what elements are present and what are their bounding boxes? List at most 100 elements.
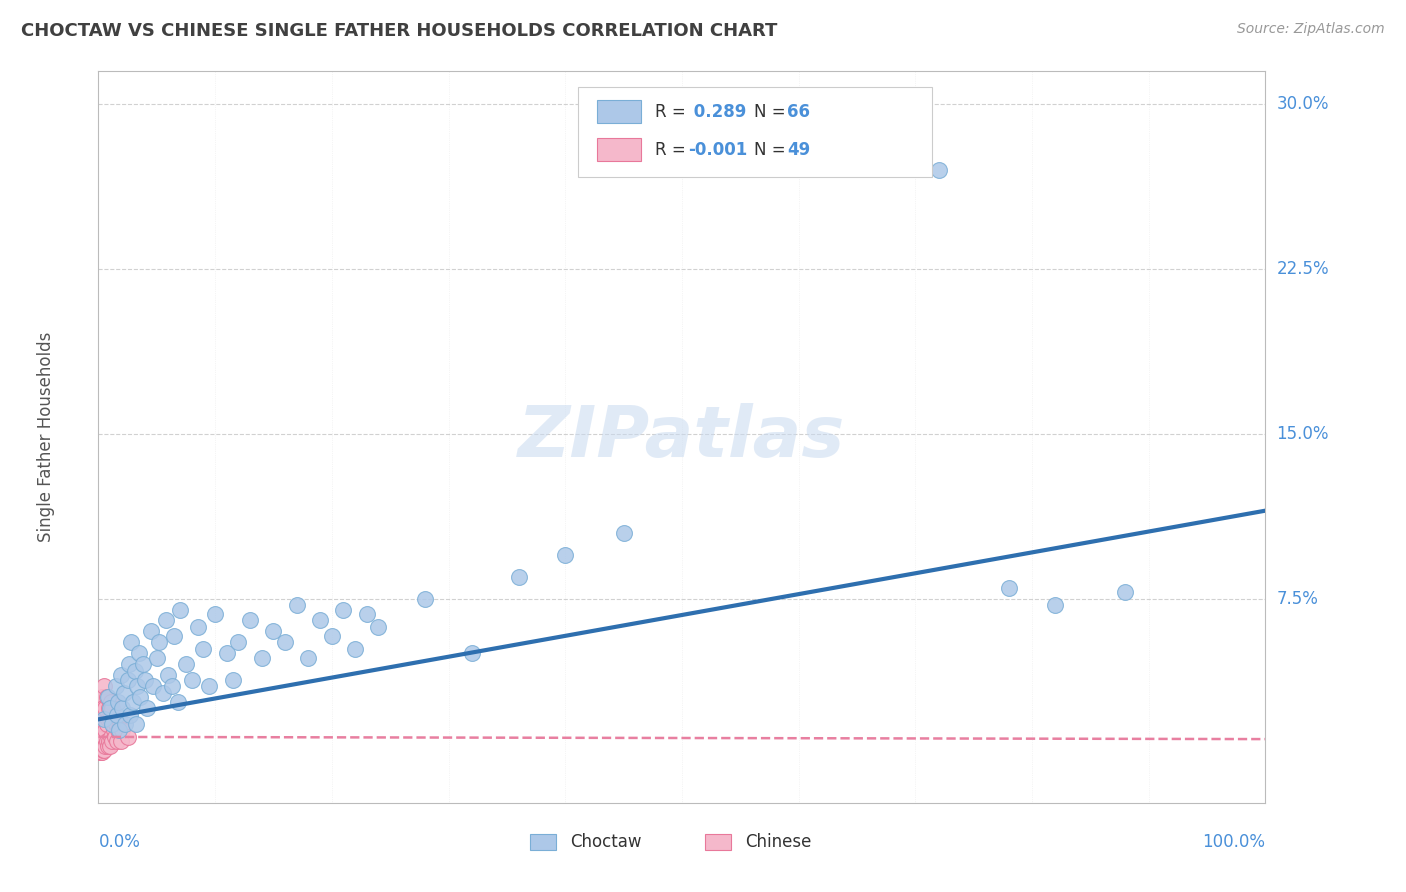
Point [91, 701, 114, 715]
Point [134, 673, 156, 687]
Point [117, 673, 139, 687]
Point [93, 716, 115, 731]
Point [108, 723, 131, 738]
Point [136, 701, 159, 715]
Point [90, 739, 112, 753]
Point [91, 743, 114, 757]
Point [110, 668, 132, 682]
Point [93, 730, 115, 744]
Point [105, 708, 128, 723]
Point [413, 591, 436, 606]
Point [118, 708, 141, 723]
Point [90, 716, 112, 731]
Point [90, 690, 112, 705]
Point [344, 642, 367, 657]
Point [90, 734, 112, 748]
Point [928, 163, 950, 178]
Point [180, 673, 202, 687]
Point [90, 723, 112, 738]
Point [285, 598, 308, 612]
Text: ZIPatlas: ZIPatlas [519, 402, 845, 472]
Text: Choctaw: Choctaw [569, 833, 641, 851]
Point [100, 695, 122, 709]
Point [142, 679, 165, 693]
Point [89, 745, 111, 759]
Point [104, 730, 127, 744]
Text: CHOCTAW VS CHINESE SINGLE FATHER HOUSEHOLDS CORRELATION CHART: CHOCTAW VS CHINESE SINGLE FATHER HOUSEHO… [21, 22, 778, 40]
Point [139, 624, 162, 639]
Text: N =: N = [754, 103, 792, 120]
Point [97, 701, 120, 715]
Point [101, 701, 124, 715]
Point [97, 712, 120, 726]
Point [120, 635, 142, 649]
Point [128, 647, 150, 661]
Point [117, 730, 139, 744]
Point [93, 712, 115, 726]
Point [160, 679, 183, 693]
Point [997, 581, 1019, 595]
Point [132, 657, 155, 672]
Point [114, 716, 136, 731]
Text: 0.0%: 0.0% [98, 833, 141, 851]
Point [356, 607, 378, 621]
Point [250, 650, 273, 665]
Bar [706, 834, 731, 850]
Point [93, 679, 115, 693]
Point [321, 629, 343, 643]
Point [104, 716, 127, 731]
Text: 22.5%: 22.5% [1277, 260, 1329, 278]
Point [125, 679, 148, 693]
Text: Source: ZipAtlas.com: Source: ZipAtlas.com [1237, 22, 1385, 37]
Point [125, 716, 148, 731]
Point [198, 679, 221, 693]
Point [98, 701, 121, 715]
Point [332, 602, 354, 616]
Point [124, 664, 146, 678]
Point [1114, 585, 1136, 599]
Point [97, 734, 120, 748]
Point [105, 734, 128, 748]
Text: 66: 66 [787, 103, 810, 120]
Point [274, 635, 297, 649]
Point [107, 723, 129, 738]
Point [163, 629, 186, 643]
Point [94, 723, 117, 738]
Point [262, 624, 284, 639]
Point [204, 607, 226, 621]
Point [228, 635, 250, 649]
Point [101, 716, 124, 731]
Text: 49: 49 [787, 141, 810, 159]
Point [554, 548, 576, 562]
Point [89, 730, 111, 744]
Bar [596, 100, 641, 123]
Text: 7.5%: 7.5% [1277, 590, 1319, 607]
Point [103, 723, 125, 738]
Point [97, 739, 120, 753]
Point [118, 657, 141, 672]
Point [297, 650, 319, 665]
Point [187, 620, 209, 634]
Point [122, 695, 145, 709]
Bar [530, 834, 555, 850]
Point [94, 701, 117, 715]
Point [174, 657, 197, 672]
Point [98, 712, 121, 726]
Point [90, 701, 112, 715]
Point [221, 673, 243, 687]
Point [93, 743, 115, 757]
Point [89, 734, 111, 748]
Point [166, 695, 188, 709]
Text: N =: N = [754, 141, 792, 159]
Point [90, 734, 112, 748]
Bar [596, 138, 641, 161]
Text: 100.0%: 100.0% [1202, 833, 1265, 851]
Point [96, 690, 118, 705]
Point [155, 614, 177, 628]
Point [108, 712, 131, 726]
Point [110, 734, 132, 748]
Text: -0.001: -0.001 [688, 141, 747, 159]
Point [98, 739, 121, 753]
Point [89, 739, 111, 753]
Point [111, 723, 134, 738]
